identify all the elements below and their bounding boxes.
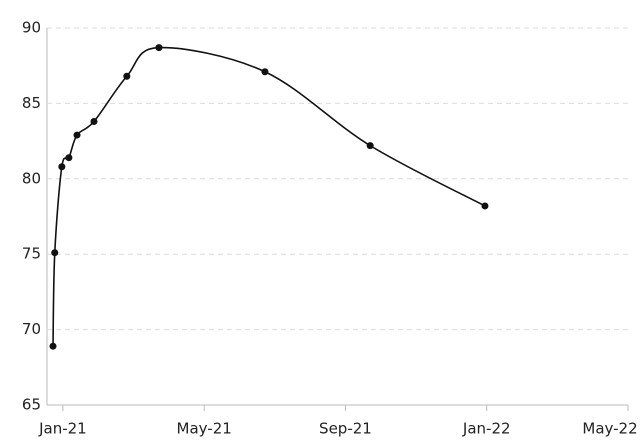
x-tick-label: Jan-21 [38, 420, 87, 438]
x-tick-label: May-22 [582, 420, 637, 438]
point [481, 202, 489, 210]
y-tick-label: 75 [22, 245, 41, 263]
point [73, 131, 81, 139]
x-tick-label: Jan-22 [462, 420, 511, 438]
point [366, 142, 374, 150]
point [261, 68, 269, 76]
x-tick-label: Sep-21 [319, 420, 372, 438]
y-tick-label: 85 [22, 94, 41, 112]
point [123, 72, 131, 80]
point [155, 44, 163, 52]
point [49, 342, 57, 350]
y-tick-label: 65 [22, 396, 41, 414]
point [90, 117, 98, 125]
x-tick-label: May-21 [177, 420, 232, 438]
point [65, 154, 73, 162]
y-tick-label: 70 [22, 320, 41, 338]
point [58, 163, 66, 171]
y-tick-label: 90 [22, 19, 41, 37]
point [51, 249, 59, 257]
y-tick-label: 80 [22, 169, 41, 187]
line [52, 46, 486, 347]
